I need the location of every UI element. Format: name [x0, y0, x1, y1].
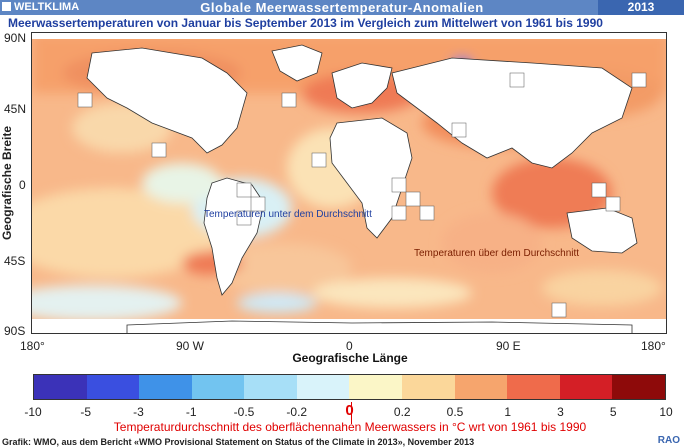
legend-tick-label: 0.2 [393, 405, 411, 419]
legend-swatch [86, 375, 140, 399]
y-tick-0: 0 [19, 178, 26, 192]
x-tick-90w: 90 W [176, 339, 205, 353]
legend-swatch [612, 375, 665, 399]
x-tick-0: 0 [346, 339, 353, 353]
header-bar [0, 0, 684, 15]
zero-marker [351, 402, 352, 424]
legend-swatch [34, 375, 87, 399]
brand-icon [2, 2, 11, 11]
brand-name: WELTKLIMA [14, 1, 80, 13]
legend-tick-label: -5 [80, 405, 92, 419]
legend-tick-label: -0.5 [233, 405, 255, 419]
legend-swatch [244, 375, 297, 399]
legend-tick-label: 0 [345, 402, 354, 419]
legend-tick-label: -0.2 [286, 405, 308, 419]
legend-swatch [559, 375, 613, 399]
legend-tick-label: -10 [24, 405, 42, 419]
y-tick-90n: 90N [4, 31, 27, 45]
y-axis-title: Geografische Breite [0, 125, 14, 241]
legend-tick-label: 5 [609, 405, 617, 419]
legend-swatch [454, 375, 508, 399]
y-tick-90s: 90S [4, 324, 26, 338]
brand-logo: WELTKLIMA [2, 0, 79, 15]
author-signature: RAO [657, 435, 680, 446]
legend-swatch [139, 375, 192, 399]
legend-tick-label: -3 [133, 405, 144, 419]
legend-swatch [296, 375, 350, 399]
legend-swatch [191, 375, 245, 399]
page-title: Globale Meerwassertemperatur-Anomalien [200, 0, 484, 15]
subtitle: Meerwassertemperaturen von Januar bis Se… [8, 16, 603, 30]
legend-tick-label: 10 [659, 405, 673, 419]
legend-swatch [402, 375, 455, 399]
legend-tick-label: 0.5 [446, 405, 464, 419]
x-axis-title: Geografische Länge [292, 351, 408, 365]
x-tick-180e: 180° [641, 339, 666, 353]
anomaly-map: Temperaturen unter dem Durchschnitt Temp… [31, 32, 667, 334]
x-tick-90e: 90 E [496, 339, 521, 353]
map-graphic [32, 33, 666, 333]
y-tick-45s: 45S [4, 254, 26, 268]
annotation-above-average: Temperaturen über dem Durchschnitt [414, 248, 580, 259]
y-tick-45n: 45N [4, 102, 27, 116]
legend-swatch [507, 375, 560, 399]
x-tick-180w: 180° [20, 339, 45, 353]
color-scale-legend [33, 374, 666, 400]
legend-tick-label: 1 [504, 405, 512, 419]
legend-tick-label: -1 [185, 405, 197, 419]
source-credit: Grafik: WMO, aus dem Bericht «WMO Provis… [2, 437, 475, 447]
legend-swatch [349, 375, 403, 399]
legend-caption: Temperaturdurchschnitt des oberflächenna… [113, 420, 587, 434]
year-badge: 2013 [598, 0, 684, 15]
annotation-below-average: Temperaturen unter dem Durchschnitt [204, 209, 372, 220]
legend-tick-label: 3 [557, 405, 564, 419]
